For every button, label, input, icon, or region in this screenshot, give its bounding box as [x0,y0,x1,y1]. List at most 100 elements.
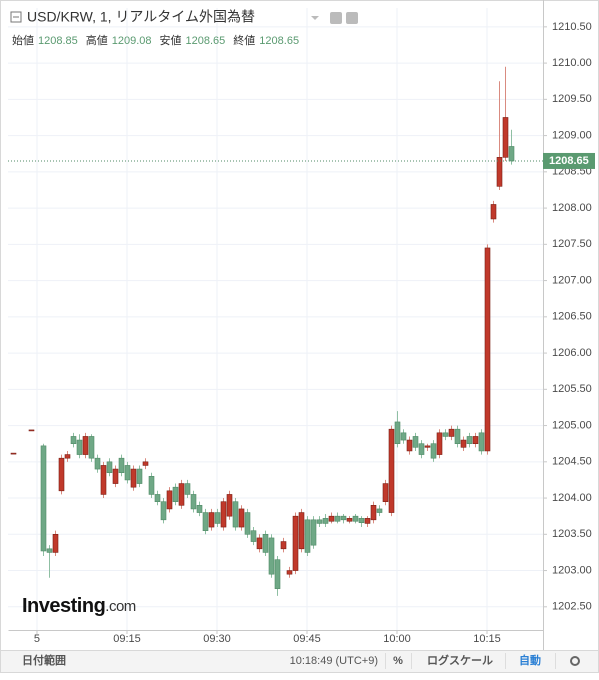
dropdown-icon[interactable] [311,16,319,20]
y-tick-label: 1207.00 [552,274,592,286]
y-tick-label: 1205.00 [552,419,592,431]
ohlc-value: 1209.08 [112,35,152,47]
candle-body [148,476,155,495]
toolbar [1,650,598,672]
x-tick-label: 09:15 [113,633,141,645]
candle-body [472,436,479,444]
log-scale-button[interactable]: ログスケール [427,653,493,667]
y-tick-label: 1207.50 [552,238,592,250]
candle-body [58,457,65,492]
candle-body [40,445,47,552]
x-tick-label: 10:15 [473,633,501,645]
auto-button[interactable]: 自動 [519,653,541,667]
candle-body [388,428,395,513]
candle-body [298,512,305,550]
candle-body [196,505,203,513]
candle-body [262,534,269,553]
ohlc-value: 1208.65 [186,35,226,47]
candle-body [382,483,389,502]
candle-body [94,457,101,470]
chart-title: USD/KRW, 1, リアルタイム外国為替 [27,9,255,25]
candle-body [394,421,401,444]
candle-body [322,518,329,524]
candle-body [412,436,419,448]
candle-body [70,436,77,444]
candle-body [280,541,287,550]
candle-body [214,512,221,524]
ohlc-label: 安値 [160,33,182,47]
date-range-button[interactable]: 日付範囲 [22,653,66,667]
candle-body [328,515,335,522]
candle-body [484,247,491,452]
candle-body [232,501,239,528]
candle-body [256,537,263,550]
percent-button[interactable]: % [393,655,403,667]
candle-body [292,515,299,571]
candle-body [178,483,185,506]
candle-body [442,432,449,437]
settings-gear[interactable] [570,656,580,666]
candle-body [124,465,131,481]
ohlc-label: 終値 [233,33,255,47]
candle-body [454,428,461,444]
settings-icon[interactable] [346,12,358,24]
eye-icon[interactable] [330,12,342,24]
candle-body [502,117,509,158]
collapse-icon[interactable] [10,11,22,23]
candle-body [400,432,407,441]
candle-body [346,518,353,522]
candle-body [406,439,413,452]
y-tick-label: 1210.00 [552,57,592,69]
x-tick-label: 10:00 [383,633,411,645]
candle-body [460,439,467,448]
candle-body [46,548,53,553]
candle-body [418,443,425,455]
candle-body [76,439,83,455]
y-tick-label: 1209.50 [552,93,592,105]
candle-body [166,490,173,510]
candle-body [118,457,125,473]
candle-body [316,519,323,524]
candle-body [190,494,197,510]
last-price-label: 1208.65 [549,155,589,167]
y-tick-label: 1206.00 [552,347,592,359]
y-tick-label: 1208.00 [552,202,592,214]
candle-body [424,445,431,448]
candle-body [436,432,443,455]
candles [10,66,515,596]
candle-body [430,443,437,459]
candle-body [64,454,71,459]
candle-body [268,537,275,575]
candle-body [226,494,233,517]
candle-body [274,559,281,589]
candle-body [184,483,191,495]
candle-body [238,508,245,528]
y-tick-label: 1202.50 [552,601,592,613]
ohlc-value: 1208.65 [259,35,299,47]
x-tick-label: 09:45 [293,633,321,645]
y-tick-label: 1204.50 [552,456,592,468]
candle-body [154,494,161,502]
candle-body [478,432,485,452]
clock: 10:18:49 (UTC+9) [290,655,378,667]
candle-body [490,204,497,220]
candle-body [286,570,293,575]
y-tick-label: 1203.00 [552,564,592,576]
candle-body [352,515,359,522]
candle-body [304,519,311,553]
y-tick-label: 1206.50 [552,311,592,323]
candle-body [88,436,95,459]
candle-body [112,468,119,484]
candle-body [202,512,209,531]
candle-body [52,534,59,553]
y-tick-label: 1210.50 [552,21,592,33]
y-tick-label: 1209.00 [552,129,592,141]
grid [8,8,543,630]
y-tick-label: 1205.50 [552,383,592,395]
ohlc-value: 1208.85 [38,35,78,47]
candle-body [208,512,215,528]
ohlc-summary: 始値 1208.85 高値 1209.08 安値 1208.65 終値 1208.65 [12,33,299,47]
candle-body [106,461,113,473]
logo-name: Investing [22,595,105,617]
